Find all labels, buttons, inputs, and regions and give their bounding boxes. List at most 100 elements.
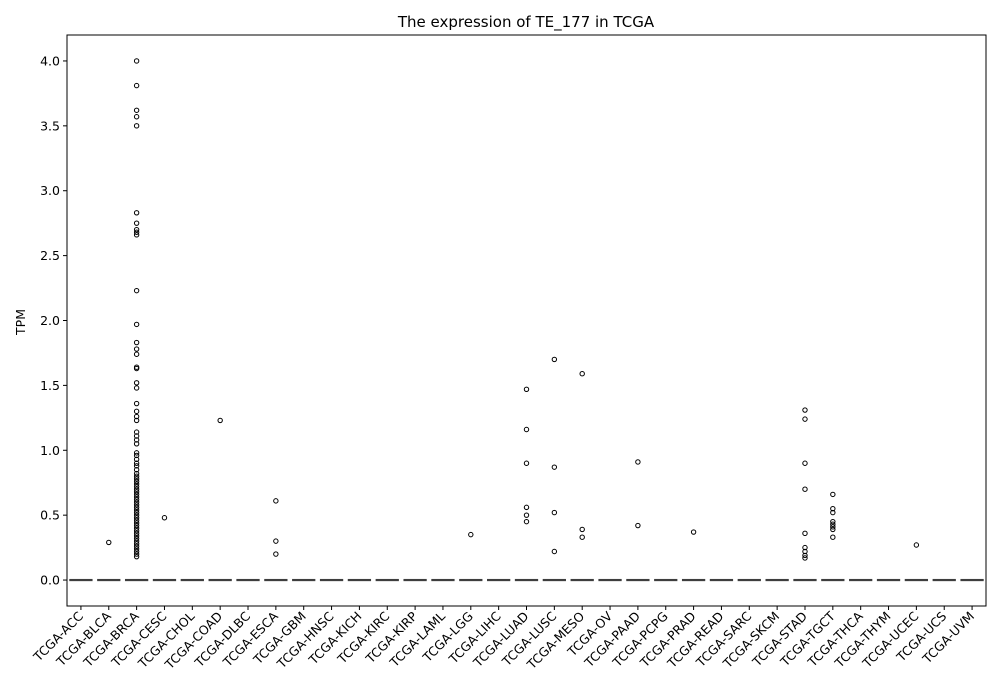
box-tcga-thym (876, 578, 901, 582)
outlier-point (133, 483, 140, 490)
outlier-point (830, 521, 836, 527)
outlier-point (468, 531, 474, 538)
outlier-point (133, 437, 140, 443)
outlier-point (551, 356, 558, 363)
outlier-point (133, 433, 140, 439)
y-tick-label: 3.0 (40, 183, 60, 198)
outlier-point (133, 339, 140, 346)
outlier-point (133, 441, 140, 447)
box-tcga-hnsc (319, 578, 344, 582)
x-axis: TCGA-ACCTCGA-BLCATCGA-BRCATCGA-CESCTCGA-… (30, 606, 977, 673)
box-tcga-luad (514, 386, 539, 582)
outlier-point (133, 452, 140, 459)
outlier-point (523, 512, 530, 518)
outlier-point (830, 534, 836, 540)
outlier-point (523, 504, 530, 511)
outlier-point (133, 515, 140, 521)
outlier-point (106, 539, 112, 546)
outlier-point (217, 417, 223, 424)
outlier-point (133, 400, 140, 407)
outlier-point (133, 467, 140, 473)
outlier-point (133, 504, 140, 511)
outlier-point (133, 553, 140, 560)
outlier-point (133, 210, 140, 216)
outlier-point (273, 538, 279, 544)
y-tick-label: 2.0 (40, 313, 60, 328)
outlier-point (133, 413, 140, 420)
outlier-point (133, 551, 140, 557)
outlier-point (579, 526, 585, 533)
outlier-point (802, 416, 808, 422)
outlier-point (830, 491, 836, 498)
y-tick-label: 4.0 (40, 53, 60, 68)
outlier-point (133, 486, 140, 492)
box-tcga-paad (626, 459, 650, 582)
outlier-point (133, 543, 140, 550)
box-tcga-coad (208, 417, 232, 582)
outlier-point (133, 499, 140, 505)
box-tcga-skcm (765, 578, 789, 582)
outlier-point (133, 476, 140, 482)
box-tcga-kich (347, 578, 372, 582)
box-tcga-stad (793, 407, 817, 582)
outlier-point (523, 426, 530, 433)
outlier-point (830, 505, 836, 512)
outlier-point (133, 507, 140, 513)
box-tcga-pcpg (654, 578, 678, 582)
outlier-point (133, 489, 140, 495)
box-tcga-lgg (459, 531, 483, 582)
outlier-point (133, 538, 140, 544)
outlier-point (551, 548, 558, 555)
outlier-point (133, 82, 140, 89)
outlier-point (802, 460, 808, 466)
outlier-point (133, 229, 140, 235)
y-tick-label: 1.0 (40, 443, 60, 458)
outlier-point (133, 365, 140, 372)
outlier-point (133, 473, 140, 479)
box-tcga-kirc (375, 578, 399, 582)
outlier-point (133, 417, 140, 424)
y-tick-label: 0.5 (40, 508, 60, 523)
outlier-point (802, 530, 808, 537)
outlier-point (523, 386, 530, 392)
box-tcga-ov (598, 578, 622, 582)
outlier-point (802, 552, 808, 559)
outlier-point (273, 551, 279, 557)
outlier-point (133, 541, 140, 547)
outlier-point (551, 464, 558, 470)
outlier-point (133, 481, 140, 487)
outlier-point (579, 371, 585, 377)
outlier-point (133, 460, 140, 466)
outlier-point (133, 546, 140, 552)
box-tcga-uvm (960, 578, 984, 582)
outlier-point (133, 220, 140, 226)
box-tcga-read (709, 578, 734, 582)
outlier-point (133, 321, 140, 328)
outlier-point (133, 491, 140, 498)
outlier-point (830, 524, 836, 530)
outlier-point (133, 463, 140, 469)
outlier-point (273, 498, 279, 504)
outlier-point (635, 459, 641, 465)
outlier-point (133, 456, 140, 463)
box-tcga-gbm (292, 578, 316, 582)
box-tcga-thca (849, 578, 873, 582)
outlier-point (830, 518, 836, 525)
outlier-point (133, 517, 140, 524)
outlier-point (133, 512, 140, 518)
outlier-point (133, 530, 140, 537)
outlier-point (830, 509, 836, 516)
outlier-point (133, 478, 140, 485)
outlier-point (523, 518, 530, 525)
box-tcga-kirp (403, 578, 427, 582)
outlier-point (133, 535, 140, 542)
chart-title: The expression of TE_177 in TCGA (397, 13, 655, 32)
y-axis-label: TPM (13, 309, 28, 336)
outlier-point (133, 496, 140, 503)
box-tcga-esca (264, 498, 288, 582)
plot-frame (66, 34, 987, 607)
box-tcga-prad (681, 529, 706, 582)
outlier-point (133, 502, 140, 508)
